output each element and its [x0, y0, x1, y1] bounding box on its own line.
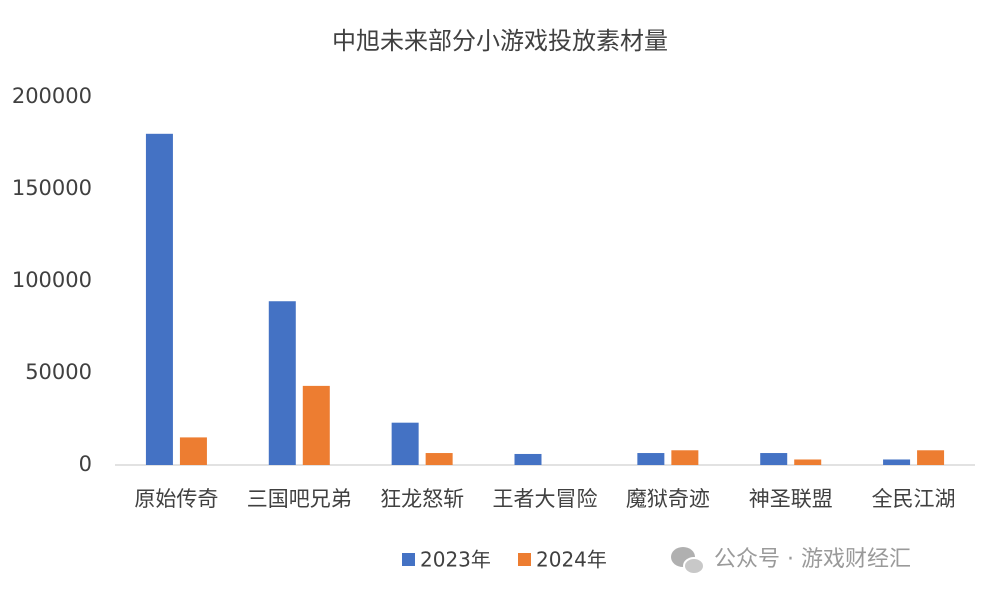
bar — [917, 450, 945, 465]
bar — [671, 450, 699, 465]
y-tick-label: 100000 — [12, 268, 92, 292]
bar — [302, 385, 330, 465]
x-tick-label: 王者大冒险 — [493, 487, 598, 511]
bar — [883, 459, 911, 465]
bar — [760, 453, 788, 465]
y-tick-label: 200000 — [12, 84, 92, 108]
x-tick-label: 全民江湖 — [872, 487, 956, 511]
y-tick-label: 50000 — [25, 360, 92, 384]
x-tick-label: 神圣联盟 — [749, 487, 833, 511]
legend-label: 2024年 — [536, 548, 607, 572]
bar — [268, 301, 296, 465]
bar — [637, 453, 665, 465]
x-tick-label: 原始传奇 — [134, 487, 218, 511]
watermark-icon — [671, 547, 705, 575]
x-tick-label: 魔狱奇迹 — [626, 487, 710, 511]
y-tick-label: 0 — [79, 452, 92, 476]
x-tick-label: 三国吧兄弟 — [247, 487, 352, 511]
legend-swatch — [402, 553, 415, 566]
y-tick-label: 150000 — [12, 176, 92, 200]
x-tick-label: 狂龙怒斩 — [380, 487, 464, 511]
bar — [145, 133, 173, 466]
bar — [179, 437, 207, 465]
legend-label: 2023年 — [420, 548, 491, 572]
bar — [514, 453, 542, 465]
bar — [425, 453, 453, 465]
chart-title: 中旭未来部分小游戏投放素材量 — [332, 27, 668, 55]
bar — [391, 422, 419, 465]
legend-swatch — [518, 553, 531, 566]
bar — [794, 459, 822, 465]
watermark: 公众号 · 游戏财经汇 — [714, 547, 911, 572]
